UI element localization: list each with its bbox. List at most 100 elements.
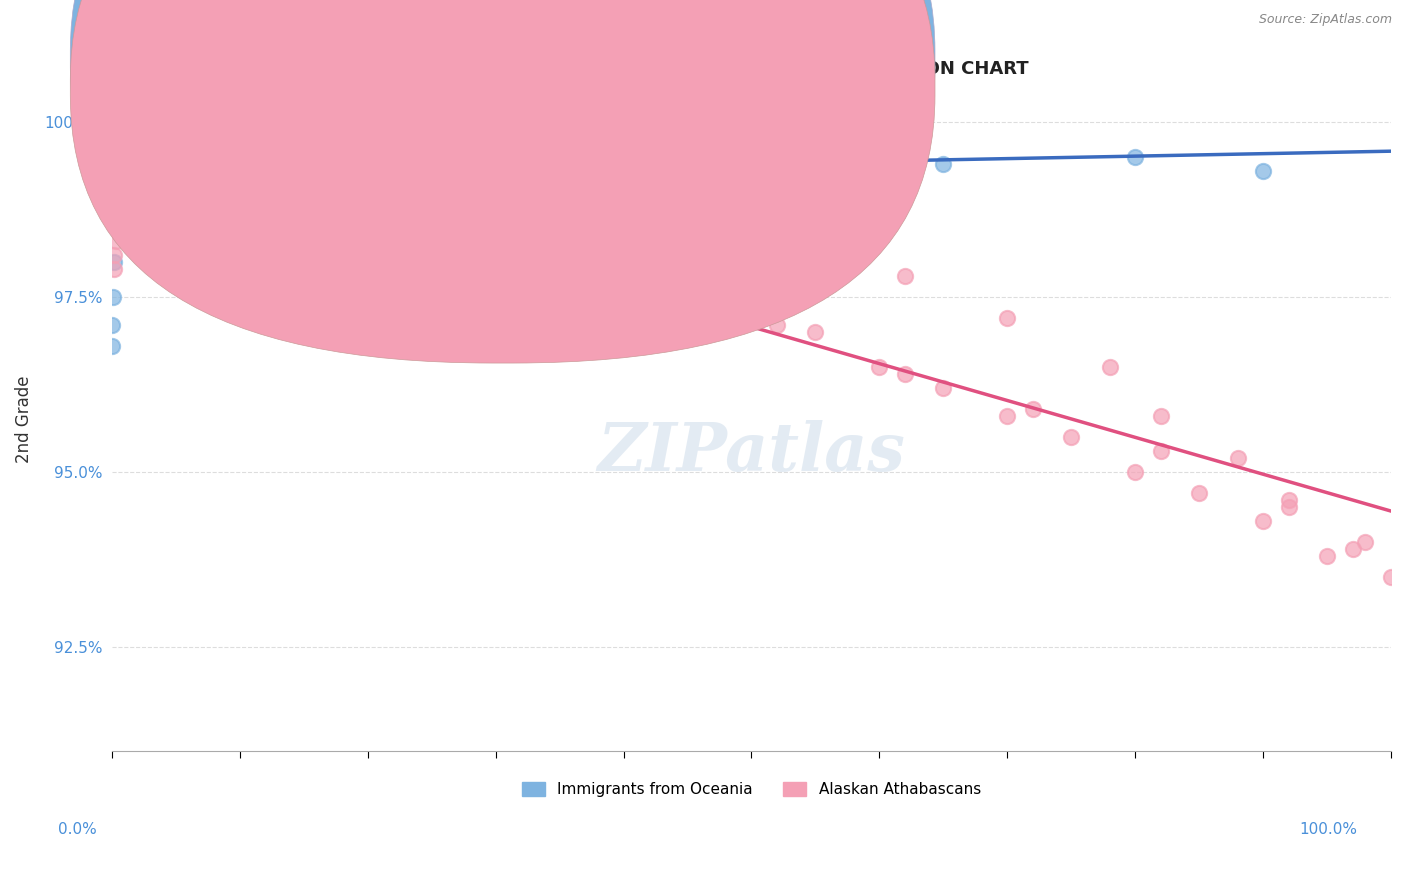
Point [1278,500,1301,514]
Point [676,283,699,297]
Point [1341,541,1364,556]
Point [152,126,174,140]
Point [121,126,143,140]
Point [458,161,481,175]
Y-axis label: 2nd Grade: 2nd Grade [15,376,32,463]
Point [149,126,172,140]
Point [111,126,134,140]
Point [740,136,762,151]
Point [165,126,187,140]
Point [104,144,127,158]
Point [120,178,142,193]
Text: R = -0.224   N = 74: R = -0.224 N = 74 [520,76,683,94]
Point [254,164,277,178]
Text: Source: ZipAtlas.com: Source: ZipAtlas.com [1258,13,1392,27]
Point [107,126,129,140]
Point [101,318,124,332]
Point [125,126,148,140]
Point [510,241,533,255]
Point [1150,444,1173,458]
Point [115,136,138,151]
Point [229,126,252,140]
Point [177,126,200,140]
Point [129,126,152,140]
Point [114,126,136,140]
Point [132,126,155,140]
Point [382,213,405,227]
Point [145,164,167,178]
Point [995,409,1018,423]
Point [103,171,125,186]
Point [103,206,125,220]
Point [136,126,159,140]
Point [129,126,152,140]
Point [157,171,180,186]
Point [1226,450,1249,465]
Point [894,367,917,381]
Point [104,150,127,164]
Point [101,192,124,206]
Point [142,126,165,140]
Point [356,199,378,213]
Point [1060,430,1083,444]
Point [103,255,125,269]
Point [120,150,142,164]
Point [548,150,571,164]
Point [612,269,634,284]
Point [1098,359,1121,374]
Point [120,126,142,140]
Point [1123,465,1146,479]
Point [932,381,955,395]
Point [932,157,955,171]
Point [292,186,315,200]
Point [127,126,149,140]
Text: ZIPatlas: ZIPatlas [598,420,905,485]
Point [1251,514,1274,528]
Point [1278,492,1301,507]
Point [108,157,131,171]
Point [190,126,212,140]
Point [740,304,762,318]
Point [127,186,149,200]
Point [127,157,149,171]
Point [103,248,125,262]
Point [1379,570,1402,584]
Text: R =  0.378   N = 36: R = 0.378 N = 36 [520,49,682,67]
Point [766,318,789,332]
Point [157,126,180,140]
Point [229,234,252,248]
Point [177,199,200,213]
Point [804,325,827,339]
Point [165,164,187,178]
Text: 100.0%: 100.0% [1299,822,1358,837]
Legend: Immigrants from Oceania, Alaskan Athabascans: Immigrants from Oceania, Alaskan Athabas… [516,776,987,804]
Point [114,171,136,186]
Point [114,126,136,140]
Point [104,234,127,248]
Point [612,186,634,200]
Point [292,150,315,164]
Point [1251,164,1274,178]
Point [484,234,506,248]
Text: IMMIGRANTS FROM OCEANIA VS ALASKAN ATHABASCAN 2ND GRADE CORRELATION CHART: IMMIGRANTS FROM OCEANIA VS ALASKAN ATHAB… [112,60,1028,78]
Point [202,178,225,193]
Point [136,126,159,140]
Text: 0.0%: 0.0% [58,822,97,837]
Point [638,290,661,304]
Point [1188,486,1211,500]
Point [132,126,155,140]
Point [1150,409,1173,423]
Point [894,269,917,284]
Point [229,186,252,200]
Point [420,220,443,235]
Point [101,290,124,304]
Point [1354,534,1376,549]
Point [107,126,129,140]
Point [115,126,138,140]
Point [105,220,128,235]
Point [1316,549,1339,563]
Point [105,171,128,186]
Point [117,126,139,140]
Point [215,126,238,140]
Point [101,339,124,353]
